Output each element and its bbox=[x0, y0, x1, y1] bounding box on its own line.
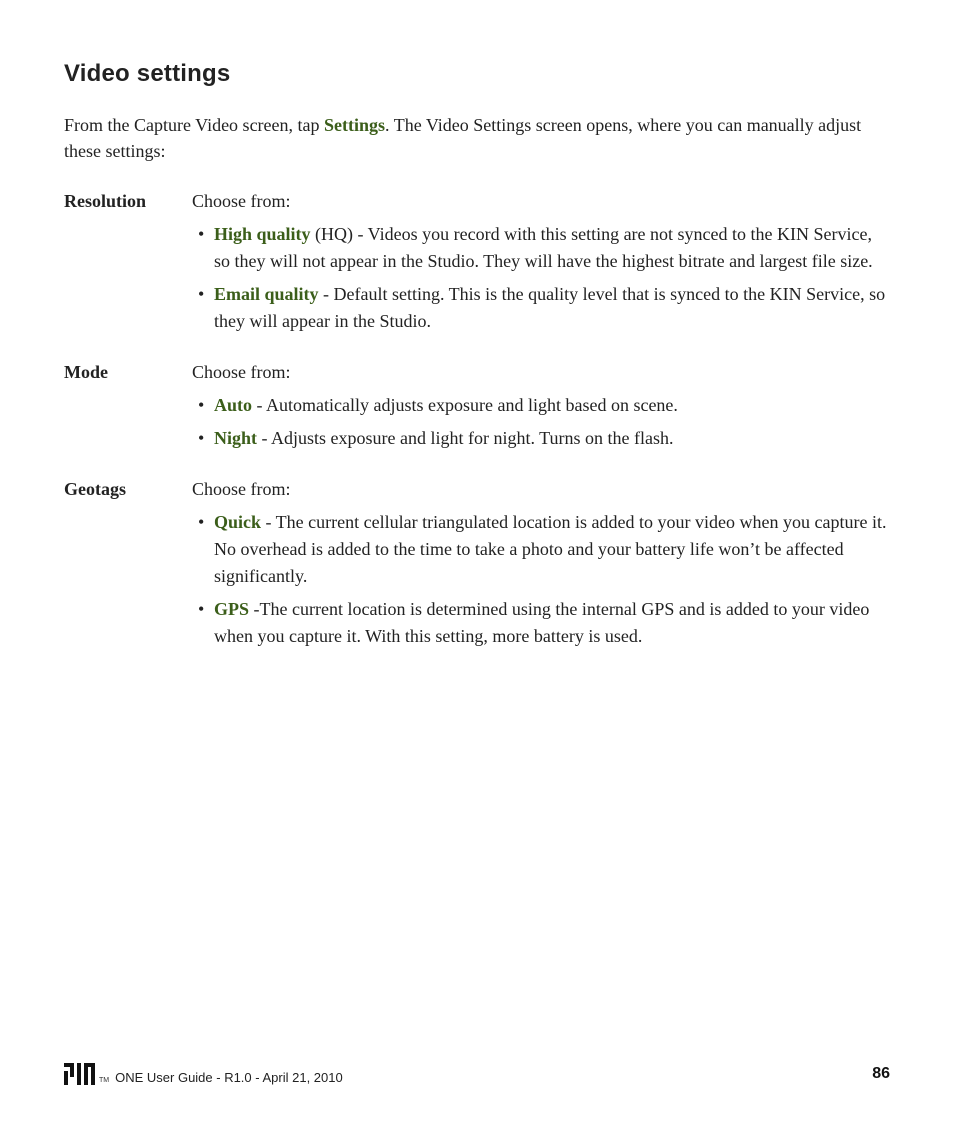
option-term: Quick bbox=[214, 512, 261, 532]
list-item: High quality (HQ) - Videos you record wi… bbox=[214, 221, 890, 275]
settings-link-text: Settings bbox=[324, 115, 385, 135]
row-lead: Choose from: bbox=[192, 362, 291, 382]
row-value: Choose from: High quality (HQ) - Videos … bbox=[192, 184, 890, 355]
option-desc: - The current cellular triangulated loca… bbox=[214, 512, 886, 586]
option-list: High quality (HQ) - Videos you record wi… bbox=[192, 221, 890, 335]
kin-logo-icon bbox=[64, 1063, 98, 1085]
table-row: Resolution Choose from: High quality (HQ… bbox=[64, 184, 890, 355]
option-list: Auto - Automatically adjusts exposure an… bbox=[192, 392, 890, 452]
option-desc: - Adjusts exposure and light for night. … bbox=[257, 428, 674, 448]
row-value: Choose from: Quick - The current cellula… bbox=[192, 472, 890, 670]
option-desc: -The current location is determined usin… bbox=[214, 599, 869, 646]
option-desc: - Automatically adjusts exposure and lig… bbox=[252, 395, 678, 415]
table-row: Mode Choose from: Auto - Automatically a… bbox=[64, 355, 890, 472]
row-lead: Choose from: bbox=[192, 479, 291, 499]
option-term: Night bbox=[214, 428, 257, 448]
option-term: High quality bbox=[214, 224, 311, 244]
list-item: Auto - Automatically adjusts exposure an… bbox=[214, 392, 890, 419]
settings-table: Resolution Choose from: High quality (HQ… bbox=[64, 184, 890, 670]
intro-pre: From the Capture Video screen, tap bbox=[64, 115, 324, 135]
document-page: Video settings From the Capture Video sc… bbox=[0, 0, 954, 670]
row-label: Mode bbox=[64, 355, 192, 472]
footer-text: ONE User Guide - R1.0 - April 21, 2010 bbox=[115, 1070, 343, 1085]
table-row: Geotags Choose from: Quick - The current… bbox=[64, 472, 890, 670]
trademark-text: TM bbox=[99, 1077, 109, 1084]
option-term: Auto bbox=[214, 395, 252, 415]
row-value: Choose from: Auto - Automatically adjust… bbox=[192, 355, 890, 472]
list-item: Night - Adjusts exposure and light for n… bbox=[214, 425, 890, 452]
list-item: Email quality - Default setting. This is… bbox=[214, 281, 890, 335]
page-number: 86 bbox=[872, 1065, 890, 1083]
option-term: GPS bbox=[214, 599, 249, 619]
option-desc: (HQ) - Videos you record with this setti… bbox=[214, 224, 873, 271]
page-title: Video settings bbox=[64, 60, 890, 88]
row-label: Resolution bbox=[64, 184, 192, 355]
option-term: Email quality bbox=[214, 284, 319, 304]
intro-paragraph: From the Capture Video screen, tap Setti… bbox=[64, 112, 890, 164]
footer-left: TM ONE User Guide - R1.0 - April 21, 201… bbox=[64, 1063, 343, 1085]
list-item: GPS -The current location is determined … bbox=[214, 596, 890, 650]
page-footer: TM ONE User Guide - R1.0 - April 21, 201… bbox=[0, 1063, 954, 1085]
option-list: Quick - The current cellular triangulate… bbox=[192, 509, 890, 650]
row-lead: Choose from: bbox=[192, 191, 291, 211]
list-item: Quick - The current cellular triangulate… bbox=[214, 509, 890, 590]
row-label: Geotags bbox=[64, 472, 192, 670]
